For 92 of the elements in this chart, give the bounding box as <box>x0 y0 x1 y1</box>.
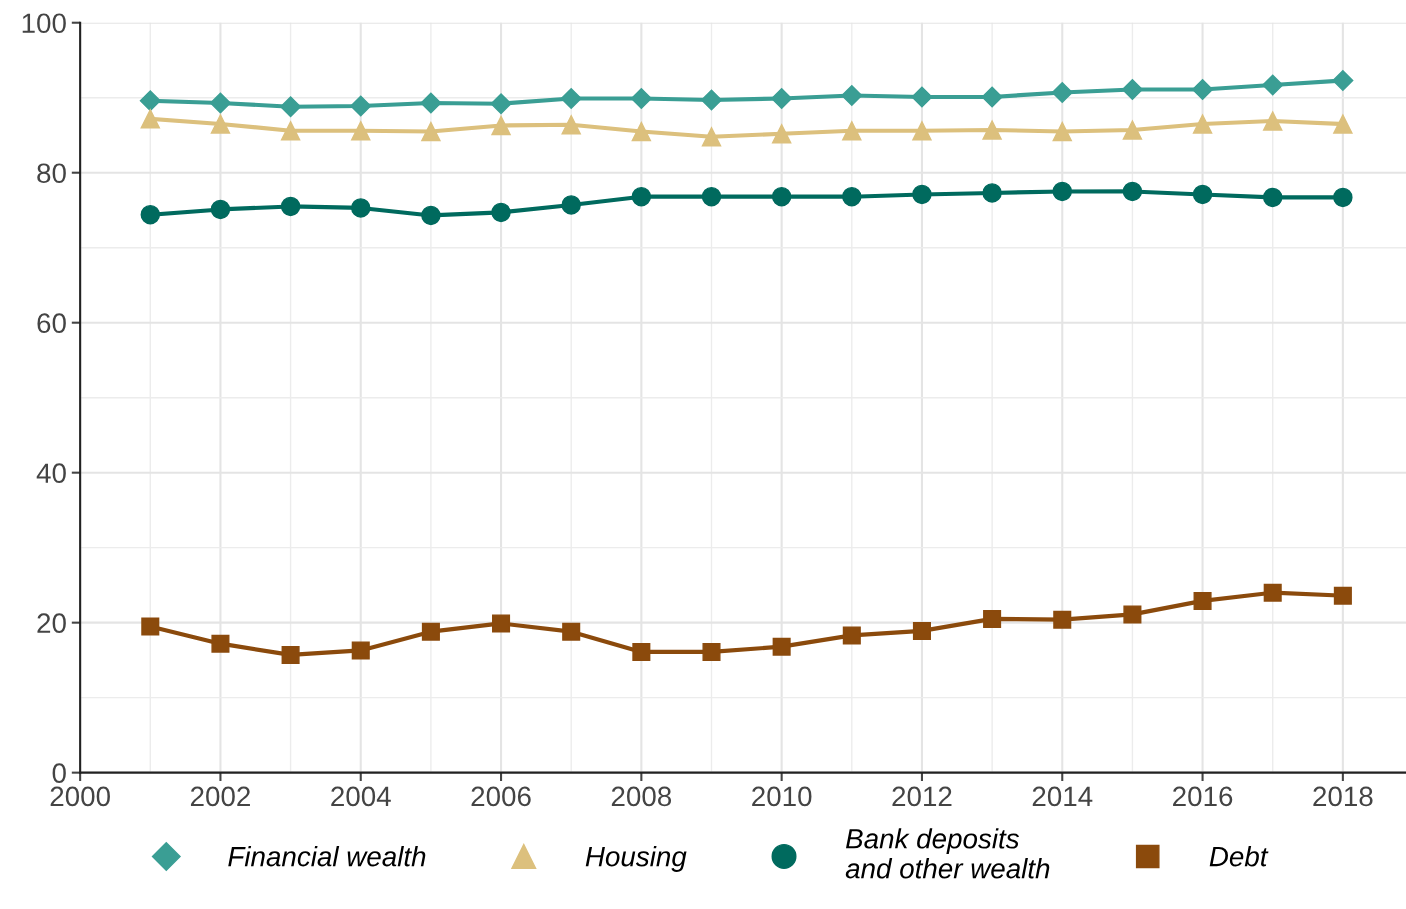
point <box>280 120 301 141</box>
x-tick-label: 2010 <box>752 786 812 807</box>
x-tick-label: 2012 <box>892 786 952 807</box>
point <box>982 120 1002 140</box>
point <box>771 123 792 144</box>
point <box>1053 610 1072 629</box>
point <box>209 92 231 114</box>
point <box>351 120 371 141</box>
point <box>1262 187 1283 208</box>
point <box>631 121 652 142</box>
x-tick-label: 2004 <box>331 786 391 807</box>
x-tick-label: 2014 <box>1032 786 1093 807</box>
x-tick-label: 2006 <box>471 786 531 807</box>
point <box>842 626 861 645</box>
point <box>911 86 933 108</box>
y-tick-label: 80 <box>37 163 66 184</box>
x-tick-label: 2008 <box>611 786 672 807</box>
point <box>701 126 722 147</box>
point <box>1333 187 1353 208</box>
point <box>630 87 652 109</box>
point <box>1192 78 1214 100</box>
point <box>421 121 441 142</box>
point <box>561 114 581 135</box>
point <box>842 120 862 141</box>
point <box>772 637 791 656</box>
point <box>631 186 652 207</box>
point <box>702 642 721 661</box>
legend-label: Debt <box>1209 846 1269 867</box>
x-tick-label: 2018 <box>1313 786 1373 807</box>
point <box>1123 605 1142 624</box>
point <box>140 204 161 225</box>
point <box>210 199 231 220</box>
x-tick-label: 2002 <box>190 786 250 807</box>
point <box>351 641 370 660</box>
point <box>280 96 302 118</box>
point <box>139 90 161 112</box>
point <box>211 634 230 653</box>
point <box>1333 586 1352 605</box>
legend-label: Housing <box>585 846 687 872</box>
point <box>210 114 231 134</box>
point <box>490 93 512 115</box>
y-tick-label: 60 <box>37 313 66 334</box>
point <box>700 89 723 111</box>
y-tick-label: 100 <box>22 13 66 34</box>
point <box>350 95 372 117</box>
point <box>491 202 511 223</box>
point <box>141 617 160 636</box>
point <box>561 195 581 215</box>
legend-label: Financial wealth <box>228 846 426 867</box>
point <box>1332 69 1354 91</box>
x-tick-label: 2000 <box>50 786 110 807</box>
point <box>562 622 581 641</box>
x-tick-label: 2016 <box>1173 786 1233 807</box>
point <box>280 196 301 217</box>
point <box>983 609 1002 628</box>
point <box>351 198 371 218</box>
point <box>421 205 441 226</box>
y-tick-label: 40 <box>36 463 66 484</box>
point <box>1262 74 1284 96</box>
point <box>842 186 862 207</box>
point <box>1051 81 1073 103</box>
point <box>492 614 511 633</box>
point <box>281 645 300 664</box>
point <box>771 186 792 207</box>
point <box>491 115 511 136</box>
point <box>421 622 440 641</box>
point <box>1263 583 1282 602</box>
point <box>1121 78 1143 100</box>
point <box>1122 181 1143 202</box>
point <box>632 642 651 661</box>
y-tick-label: 20 <box>37 613 66 633</box>
point <box>1333 114 1353 134</box>
point <box>1122 120 1143 140</box>
point <box>1192 114 1213 134</box>
legend-label: Bank deposits and other wealth <box>845 828 1050 879</box>
point <box>981 86 1003 108</box>
point <box>701 186 722 207</box>
point <box>1052 121 1072 142</box>
y-tick-label: 0 <box>52 763 66 783</box>
point <box>912 184 932 205</box>
point <box>1192 184 1213 205</box>
point <box>771 87 793 109</box>
point <box>420 92 442 114</box>
point <box>1193 591 1212 610</box>
point <box>140 108 161 129</box>
point <box>982 183 1002 203</box>
point <box>1052 181 1072 202</box>
point <box>912 621 931 640</box>
point <box>841 84 863 106</box>
point <box>1262 111 1283 131</box>
point <box>912 120 932 141</box>
point <box>560 87 582 109</box>
